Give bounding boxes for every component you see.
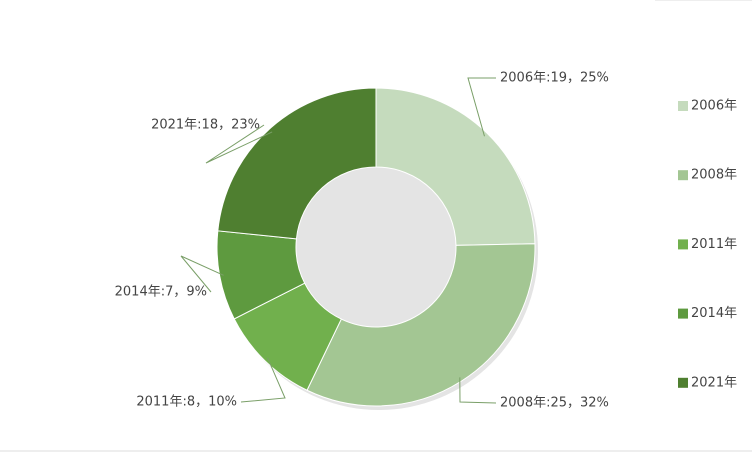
- leader-line: [180, 255, 224, 293]
- donut-slice: [217, 87, 377, 240]
- data-label: 2014年:7，9%: [115, 285, 207, 300]
- donut-slice: [375, 87, 536, 246]
- legend-label: 2021年: [691, 375, 737, 390]
- leader-line: [240, 357, 286, 403]
- data-label: 2008年:25，32%: [500, 396, 609, 411]
- legend-swatch: [678, 377, 688, 388]
- data-label: 2021年:18，23%: [151, 118, 260, 133]
- legend-label: 2011年: [691, 237, 737, 252]
- leader-line: [459, 377, 497, 404]
- legend-swatch: [678, 101, 688, 111]
- legend-swatch: [678, 239, 688, 250]
- legend-label: 2008年: [691, 168, 737, 183]
- legend-label: 2014年: [691, 306, 737, 321]
- leader-line: [467, 77, 496, 137]
- data-label: 2006年:19，25%: [500, 71, 609, 86]
- legend-swatch: [678, 308, 688, 319]
- legend-label: 2006年: [691, 99, 737, 114]
- leader-line: [205, 124, 273, 164]
- data-label: 2011年:8，10%: [136, 395, 237, 410]
- donut-slice: [306, 243, 536, 407]
- legend-swatch: [678, 170, 688, 181]
